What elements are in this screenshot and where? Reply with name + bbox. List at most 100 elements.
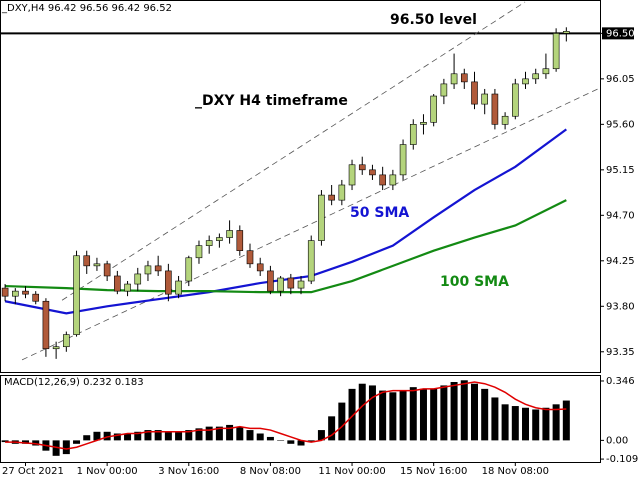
candle-body: [114, 275, 121, 292]
x-tick-label: 18 Nov 08:00: [482, 466, 549, 477]
candle-body: [134, 273, 142, 285]
candle-body: [256, 263, 264, 272]
candle-body: [430, 95, 437, 123]
candle-body: [450, 73, 458, 85]
candle-body: [379, 174, 386, 186]
candle-body: [471, 81, 478, 105]
candle-body: [512, 83, 519, 117]
macd-bar: [93, 431, 101, 441]
candle-body: [22, 290, 29, 295]
x-tick-label: 3 Nov 16:00: [158, 466, 219, 477]
candle-body: [420, 122, 427, 125]
candle-body: [175, 280, 182, 295]
candle-body: [440, 83, 448, 97]
macd-bar: [430, 388, 438, 441]
macd-bar: [175, 431, 183, 441]
macd-bar: [317, 430, 325, 441]
candle-body: [226, 230, 233, 238]
candle-body: [185, 257, 193, 282]
candle-body: [348, 164, 356, 186]
macd-bar: [277, 440, 285, 441]
macd-bar: [256, 433, 264, 441]
candle-body: [93, 263, 101, 267]
candle-body: [501, 115, 509, 125]
x-tick-label: 1 Nov 00:00: [77, 466, 138, 477]
candle-body: [195, 245, 203, 259]
y-tick-label: 96.50: [606, 28, 635, 39]
macd-bar: [205, 426, 213, 441]
x-tick-label: 11 Nov 00:00: [318, 466, 385, 477]
macd-bar: [32, 440, 40, 446]
candle-body: [267, 270, 274, 292]
candle-body: [124, 283, 131, 292]
candle-body: [358, 164, 366, 171]
sma-line: [5, 199, 567, 294]
macd-bar: [124, 433, 132, 441]
macd-bar: [328, 416, 336, 441]
macd-bar: [266, 436, 274, 441]
macd-bar: [358, 383, 366, 441]
y-tick-label: 95.15: [606, 165, 635, 176]
macd-bar: [552, 404, 560, 441]
candle-body: [399, 144, 407, 176]
candle-body: [205, 240, 213, 246]
macd-bar: [226, 424, 234, 441]
y-tick-label: 96.05: [606, 74, 635, 85]
candle-body: [307, 240, 315, 282]
candle-body: [154, 265, 162, 272]
candle-body: [246, 250, 254, 265]
candle-body: [552, 33, 560, 70]
sma50-label: 50 SMA: [350, 205, 409, 221]
candle-body: [389, 174, 397, 186]
candle-body: [1, 287, 9, 297]
macd-bar: [144, 430, 152, 441]
macd-bar: [103, 431, 111, 441]
candle-body: [287, 277, 295, 289]
macd-bar: [154, 430, 162, 441]
macd-bar: [511, 406, 519, 441]
macd-bar: [470, 383, 478, 441]
candle-body: [409, 124, 417, 145]
macd-bar: [1, 440, 9, 443]
macd-bar: [73, 440, 81, 444]
channel-line: [21, 87, 601, 361]
candle-body: [144, 265, 152, 275]
y-tick-label: 95.60: [606, 119, 635, 130]
candle-body: [165, 270, 172, 295]
macd-bar: [338, 402, 346, 441]
macd-bar: [62, 440, 70, 455]
macd-bar: [52, 440, 60, 456]
candle-body: [216, 237, 223, 241]
macd-bar: [379, 390, 387, 441]
macd-bar: [522, 407, 530, 441]
macd-bar: [491, 397, 499, 441]
candle-body: [52, 346, 60, 350]
y-tick-label: 94.70: [606, 210, 635, 221]
chart-title: _DXY,H4 96.42 96.56 96.42 96.52: [1, 3, 172, 14]
macd-bar: [185, 430, 193, 441]
x-tick-label: 27 Oct 2021: [2, 466, 64, 477]
macd-frame: [0, 375, 601, 463]
macd-bar: [246, 430, 254, 441]
macd-bar: [215, 426, 223, 441]
macd-bar: [419, 388, 427, 441]
candle-body: [63, 334, 70, 348]
macd-signal: [5, 381, 567, 450]
macd-bar: [501, 404, 509, 441]
channel-line: [61, 1, 526, 301]
y-tick-label: 93.35: [606, 347, 635, 358]
macd-bar: [399, 390, 407, 441]
candle-body: [481, 93, 488, 105]
macd-bar: [532, 409, 540, 441]
macd-bar: [450, 382, 458, 441]
candle-body: [338, 184, 346, 201]
candle-body: [297, 280, 305, 289]
y-tick-label: 93.80: [606, 301, 635, 312]
candle-body: [563, 31, 570, 34]
candle-body: [32, 293, 40, 302]
price-box: [602, 27, 634, 40]
candle-body: [491, 93, 499, 125]
macd-bar: [297, 440, 305, 446]
macd-bar: [287, 440, 295, 444]
